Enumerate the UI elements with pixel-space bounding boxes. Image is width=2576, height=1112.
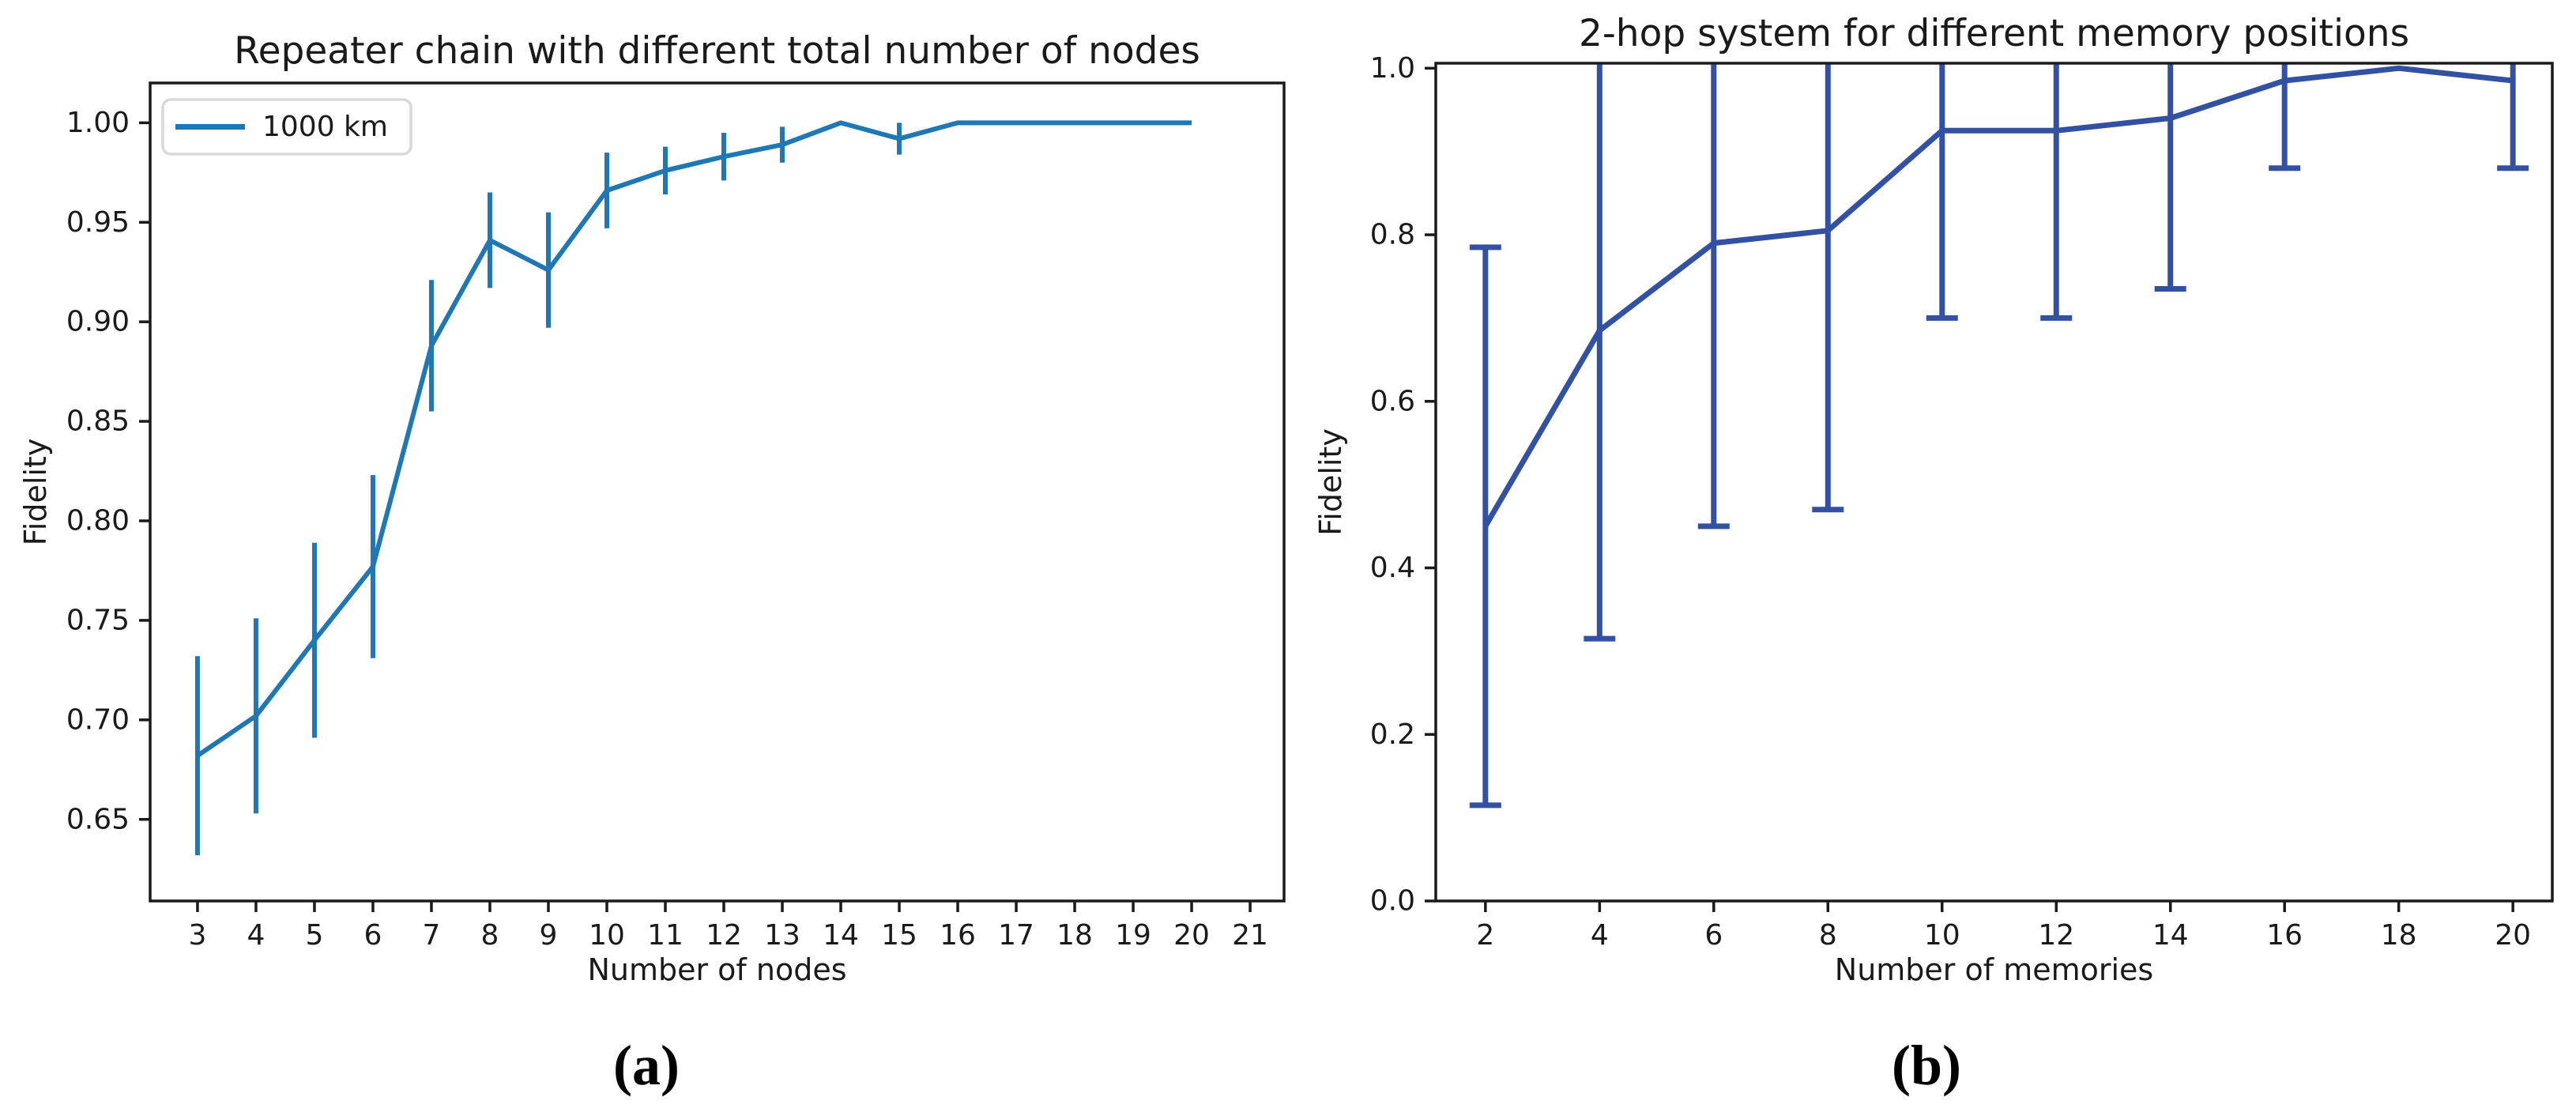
y-axis-label: Fidelity xyxy=(18,439,53,546)
x-tick-label: 6 xyxy=(1704,919,1723,952)
x-tick-label: 12 xyxy=(706,919,742,952)
x-tick-label: 15 xyxy=(881,919,917,952)
x-tick-label: 16 xyxy=(940,919,976,952)
x-tick-label: 13 xyxy=(764,919,800,952)
x-tick-label: 18 xyxy=(2381,919,2417,952)
x-tick-label: 7 xyxy=(423,919,441,952)
legend: 1000 km xyxy=(161,98,412,156)
x-tick-label: 21 xyxy=(1232,919,1268,952)
x-tick-label: 4 xyxy=(1591,919,1609,952)
x-tick-label: 12 xyxy=(2038,919,2074,952)
data-line xyxy=(1482,65,2514,528)
chart-a: 3 4 5 6 7 8 9 10 11 12 13 14 15 16 17 18 19 20 21 0.65 0.70 0… xyxy=(18,29,1286,987)
legend-box xyxy=(161,98,412,156)
y-tick-label: 1.0 xyxy=(1370,52,1415,85)
y-tick-label: 0.75 xyxy=(66,604,130,636)
y-tick-label: 0.70 xyxy=(66,703,130,736)
y-tick-label: 0.85 xyxy=(66,405,130,438)
y-tick-label: 0.2 xyxy=(1370,718,1415,751)
y-tick-label: 0.6 xyxy=(1370,385,1415,417)
x-tick-label: 17 xyxy=(998,919,1034,952)
x-tick-label: 8 xyxy=(481,919,499,952)
x-tick-label: 4 xyxy=(247,919,265,952)
axes-spines xyxy=(149,81,1286,903)
x-tick-label: 16 xyxy=(2266,919,2303,952)
data-line xyxy=(196,120,1192,758)
x-tick-label: 19 xyxy=(1115,919,1151,952)
x-tick-label: 2 xyxy=(1476,919,1494,952)
chart-b: 2 4 6 8 10 12 14 16 18 20 0.0 0.2 0.4 0.6 0.8 1.0 2-hop … xyxy=(1313,12,2554,987)
y-tick-label: 0.8 xyxy=(1370,219,1415,251)
y-tick-label: 0.65 xyxy=(66,803,130,835)
y-tick-label: 0.90 xyxy=(66,306,130,338)
x-tick-label: 9 xyxy=(540,919,558,952)
chart-title: Repeater chain with different total numb… xyxy=(234,29,1200,73)
y-tick-label: 0.95 xyxy=(66,206,130,239)
y-tick-label: 0.4 xyxy=(1370,552,1415,584)
legend-label: 1000 km xyxy=(262,111,388,143)
x-tick-label: 20 xyxy=(1173,919,1210,952)
x-tick-label: 8 xyxy=(1819,919,1837,952)
x-tick-label: 18 xyxy=(1056,919,1093,952)
x-tick-label: 20 xyxy=(2495,919,2531,952)
x-tick-label: 3 xyxy=(188,919,206,952)
y-axis-label: Fidelity xyxy=(1313,428,1348,536)
chart-title: 2-hop system for different memory positi… xyxy=(1579,12,2409,55)
y-tick-label: 0.80 xyxy=(66,505,130,537)
x-tick-label: 6 xyxy=(364,919,382,952)
x-tick-label: 5 xyxy=(306,919,324,952)
axes-spines xyxy=(1434,62,2554,903)
x-axis-label: Number of memories xyxy=(1835,952,2153,987)
x-tick-label: 14 xyxy=(2152,919,2189,952)
caption-a: (a) xyxy=(613,1034,680,1097)
x-tick-label: 14 xyxy=(823,919,859,952)
x-tick-label: 10 xyxy=(589,919,625,952)
y-tick-label: 1.00 xyxy=(66,107,130,139)
caption-b: (b) xyxy=(1892,1034,1961,1097)
x-axis-label: Number of nodes xyxy=(587,952,846,987)
x-tick-label: 10 xyxy=(1924,919,1960,952)
x-tick-label: 11 xyxy=(647,919,684,952)
y-tick-label: 0.0 xyxy=(1370,885,1415,918)
